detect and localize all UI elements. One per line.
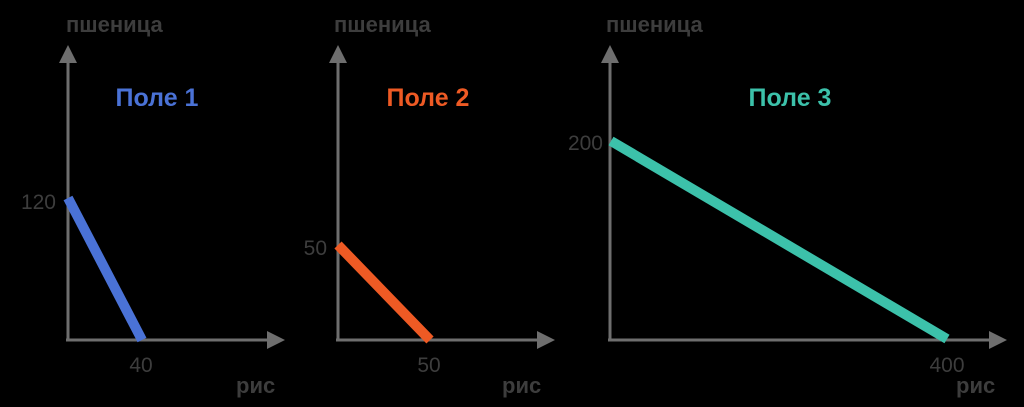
chart-field-2: пшеница рис 50 50 Поле 2 (304, 12, 555, 398)
chart-title: Поле 1 (116, 84, 199, 112)
y-axis-label: пшеница (66, 12, 163, 37)
x-intercept-label: 40 (129, 354, 152, 377)
x-intercept-label: 50 (417, 354, 440, 377)
chart-title: Поле 2 (387, 84, 470, 112)
ppf-line (63, 195, 147, 343)
chart-title: Поле 3 (749, 84, 832, 112)
chart-field-1: пшеница рис 120 40 Поле 1 (21, 12, 285, 398)
x-axis-label: рис (236, 373, 275, 398)
chart-field-3: пшеница рис 200 400 Поле 3 (568, 12, 1007, 398)
y-intercept-label: 120 (21, 191, 56, 214)
y-intercept-label: 200 (568, 132, 603, 155)
y-intercept-label: 50 (304, 237, 327, 260)
y-axis-label: пшеница (334, 12, 431, 37)
ppf-line (334, 241, 434, 344)
x-intercept-label: 400 (929, 354, 964, 377)
ppf-line (608, 136, 950, 344)
x-axis-label: рис (956, 373, 995, 398)
y-axis-label: пшеница (606, 12, 703, 37)
x-axis-label: рис (502, 373, 541, 398)
